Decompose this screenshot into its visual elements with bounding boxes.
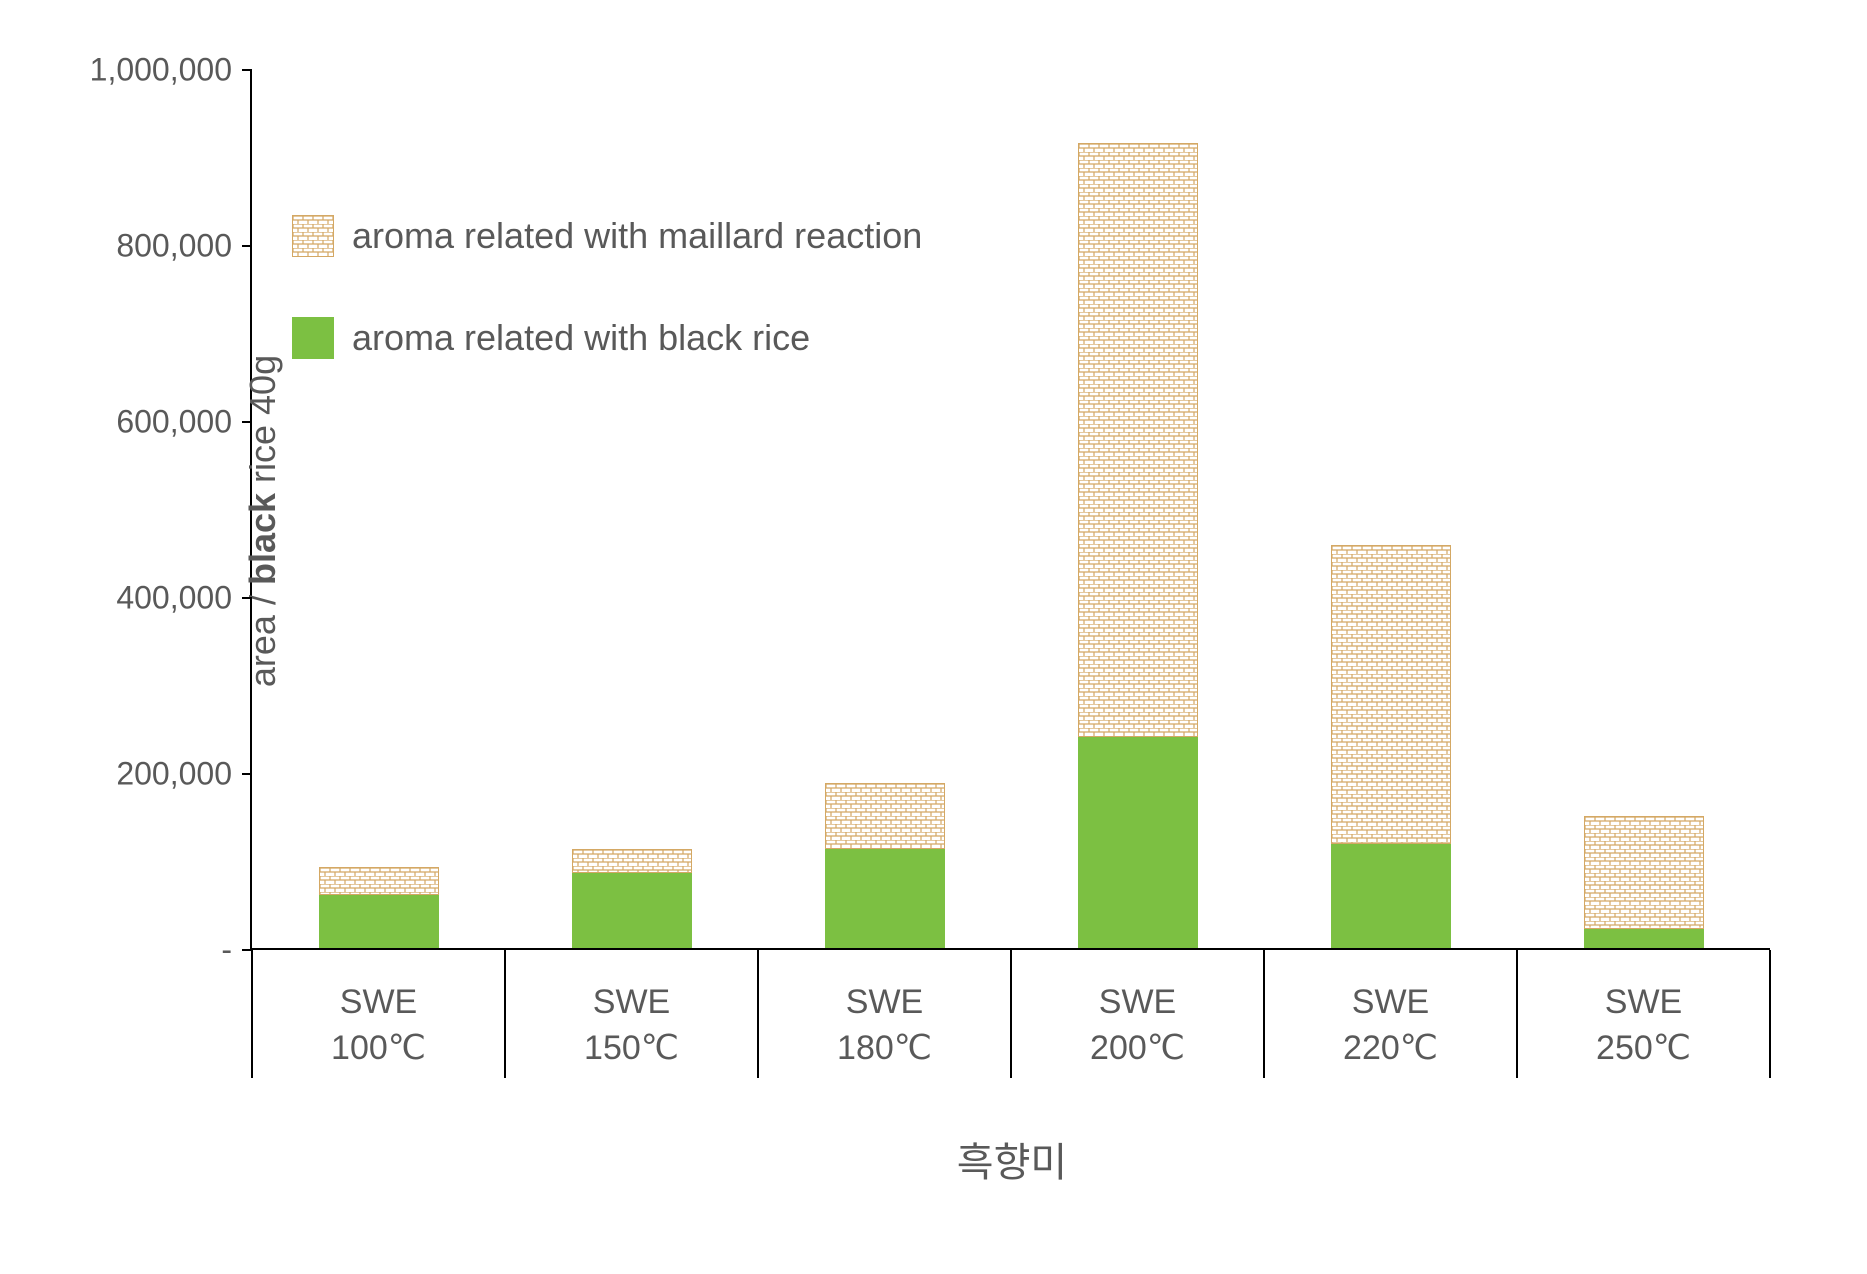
bar-segment-maillard: [1331, 545, 1451, 844]
y-tick-mark: [242, 597, 252, 599]
bar-segment-black-rice: [1584, 929, 1704, 948]
y-tick-label: 1,000,000: [90, 52, 252, 89]
bar-segment-maillard: [1584, 816, 1704, 929]
y-tick-mark: [242, 773, 252, 775]
y-tick-mark: [242, 69, 252, 71]
legend-item: aroma related with black rice: [292, 317, 922, 359]
legend-swatch: [292, 215, 334, 257]
bar-segment-black-rice: [1078, 737, 1198, 948]
x-category-label: SWE200℃: [1011, 980, 1264, 1072]
y-tick-mark: [242, 245, 252, 247]
bar-group: [1584, 68, 1704, 948]
bar-segment-maillard: [319, 867, 439, 895]
bar-segment-black-rice: [319, 895, 439, 948]
bar-group: [572, 68, 692, 948]
bar-segment-black-rice: [825, 849, 945, 948]
bar-group: [1331, 68, 1451, 948]
bar-segment-maillard: [825, 783, 945, 849]
legend-label: aroma related with maillard reaction: [352, 215, 922, 257]
y-tick-label: 600,000: [116, 404, 252, 441]
bar-group: [319, 68, 439, 948]
x-category-label: SWE100℃: [252, 980, 505, 1072]
legend-swatch: [292, 317, 334, 359]
plot-area: area / black rice 40g -200,000400,000600…: [250, 70, 1770, 950]
bar-segment-black-rice: [572, 873, 692, 948]
x-category-label: SWE250℃: [1517, 980, 1770, 1072]
bar-segment-maillard: [1078, 143, 1198, 737]
x-category-label: SWE180℃: [758, 980, 1011, 1072]
y-tick-mark: [242, 421, 252, 423]
y-tick-label: 800,000: [116, 228, 252, 265]
x-axis-title: 흑향미: [252, 1130, 1772, 1188]
bar-group: [825, 68, 945, 948]
y-tick-label: 200,000: [116, 756, 252, 793]
bar-segment-maillard: [572, 849, 692, 874]
bar-segment-black-rice: [1331, 844, 1451, 948]
legend-item: aroma related with maillard reaction: [292, 215, 922, 257]
bar-group: [1078, 68, 1198, 948]
stacked-bar-chart: area / black rice 40g -200,000400,000600…: [40, 40, 1827, 1234]
y-tick-label: 400,000: [116, 580, 252, 617]
legend: aroma related with maillard reaction arom…: [292, 215, 922, 419]
y-axis-title-bold: black: [242, 493, 283, 585]
x-category-label: SWE220℃: [1264, 980, 1517, 1072]
legend-label: aroma related with black rice: [352, 317, 810, 359]
x-category-label: SWE150℃: [505, 980, 758, 1072]
